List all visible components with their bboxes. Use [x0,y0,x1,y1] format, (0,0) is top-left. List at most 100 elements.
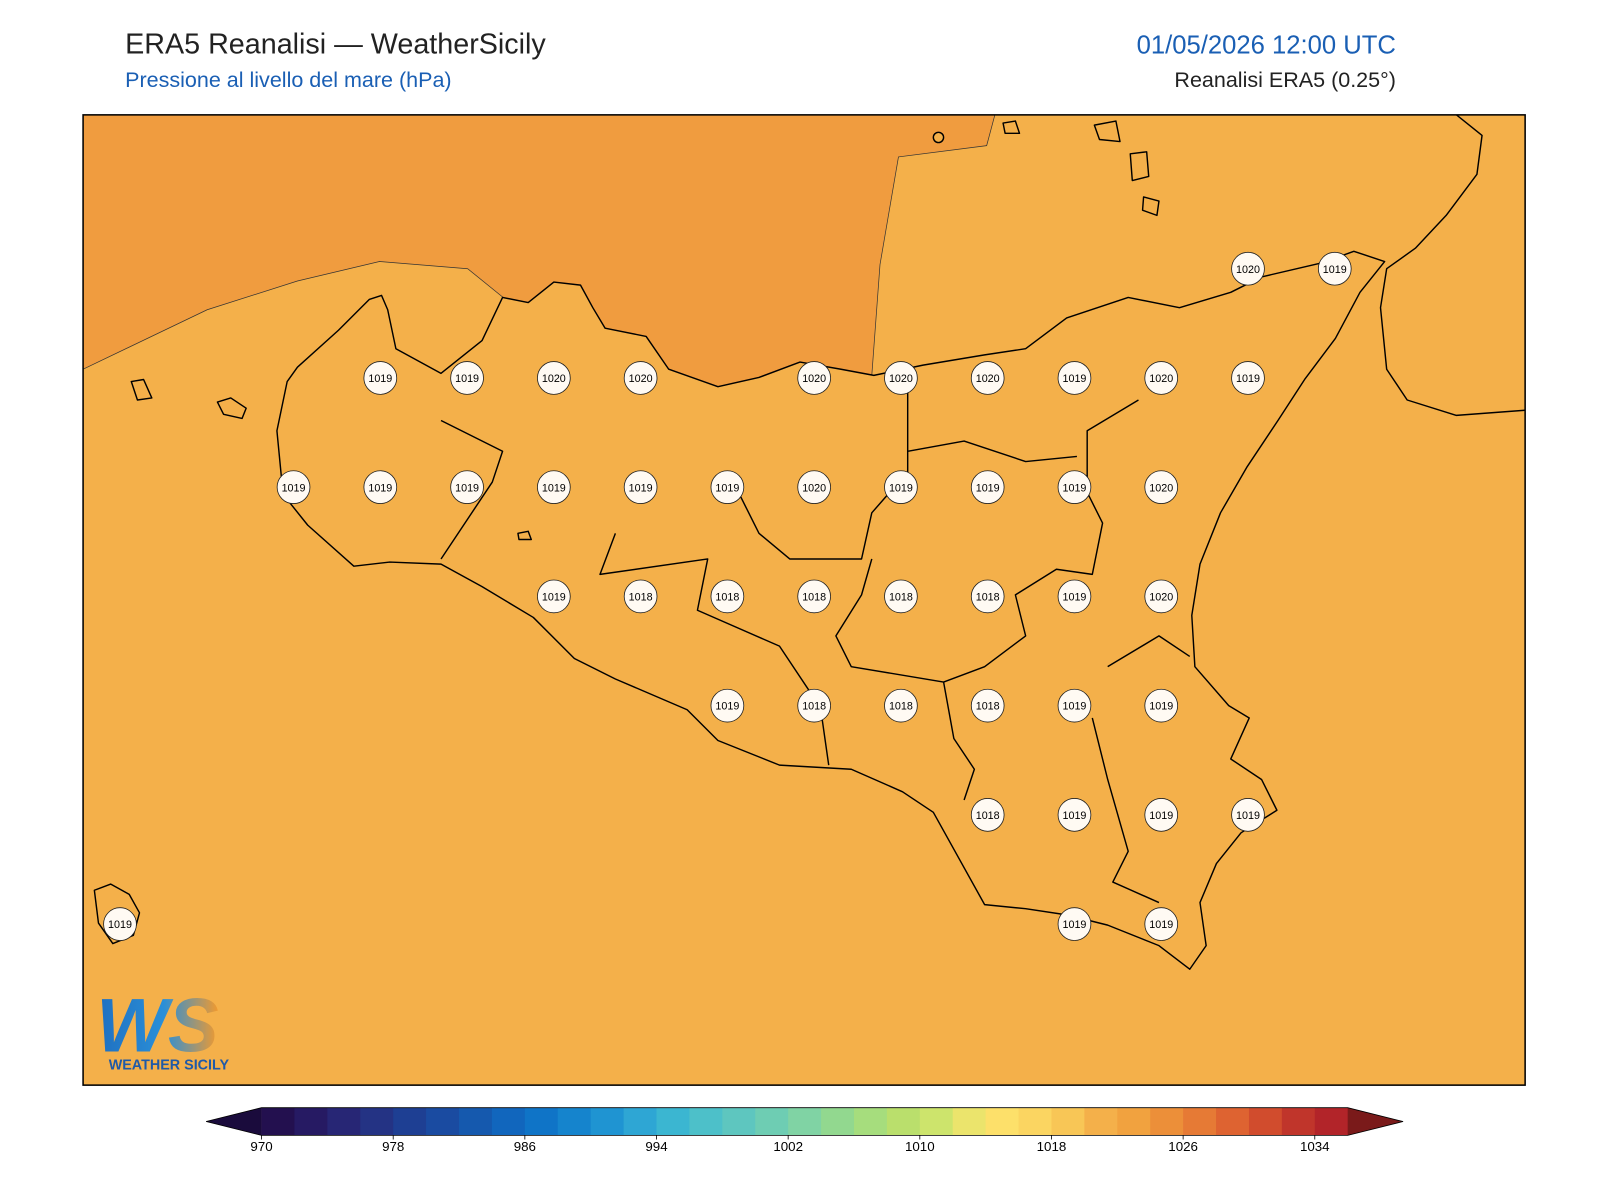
colorbar-bin [393,1107,427,1136]
station-value: 1019 [542,592,566,604]
station-value: 1018 [715,592,739,604]
logo: WS WEATHER SICILY [96,983,229,1073]
colorbar-bin [1051,1107,1085,1136]
station-value: 1019 [282,482,306,494]
station-value: 1019 [1063,592,1087,604]
colorbar-tick-label: 970 [250,1139,272,1154]
colorbar-bin [524,1107,559,1136]
station-value: 1019 [976,482,1000,494]
map-frame [82,114,1526,1086]
logo-mark: WS [96,983,218,1068]
stations: 1020 1019 1019 1019 1020 1020 1020 1020 1020 1019… [103,251,1352,941]
station-value: 1019 [715,701,739,713]
colorbar-tick-label: 978 [382,1139,404,1154]
station-marker [1144,688,1179,723]
station-marker [450,361,484,395]
colorbar-bin [360,1107,394,1136]
colorbar-bin [459,1107,493,1136]
station-marker [1231,251,1265,286]
colorbar-bin [656,1107,691,1136]
station-marker [623,470,658,504]
station-value: 1020 [542,373,566,385]
station-value: 1019 [1063,373,1087,385]
station-marker [1144,798,1179,832]
station-marker [1057,798,1092,832]
colorbar-bin [327,1107,361,1136]
station-value: 1018 [889,701,913,713]
colorbar-bin [985,1107,1020,1136]
colorbar-under [206,1107,262,1136]
colorbar-bin [755,1107,789,1136]
station-value: 1019 [1323,264,1347,276]
station-value: 1020 [976,373,1000,385]
colorbar-bin [1117,1107,1151,1136]
station-marker [1144,579,1179,614]
station-marker [797,688,831,723]
colorbar-tick-label: 1002 [773,1139,803,1154]
station-value: 1020 [889,373,913,385]
station-value: 1019 [1063,701,1087,713]
station-marker [537,361,571,395]
colorbar-bin [294,1107,328,1136]
station-marker [884,579,918,614]
colorbar-bin [853,1107,888,1136]
station-marker [623,579,658,614]
station-marker [1144,907,1179,941]
station-value: 1020 [802,482,826,494]
station-marker [537,470,571,504]
station-value: 1019 [715,482,739,494]
sicily-coast [276,250,1386,970]
station-value: 1019 [108,919,132,931]
colorbar: 970 978 986 994 1002 1010 1018 1026 1034 [206,1107,1404,1154]
station-value: 1018 [802,592,826,604]
station-value: 1018 [889,592,913,604]
colorbar-bin [623,1107,658,1136]
colorbar-bin [261,1107,296,1136]
station-marker [970,579,1005,614]
station-value: 1018 [802,701,826,713]
colorbar-bin [1216,1107,1250,1136]
station-marker [1231,361,1265,395]
station-marker [537,579,571,614]
station-marker [1057,361,1092,395]
station-value: 1019 [1149,701,1173,713]
colorbar-tick-label: 1034 [1300,1139,1330,1154]
colorbar-bin [426,1107,460,1136]
station-value: 1019 [1236,373,1260,385]
station-value: 1019 [368,482,392,494]
station-value: 1019 [455,373,479,385]
map [83,114,1526,1086]
colorbar-bin [788,1107,822,1136]
title: ERA5 Reanalisi — WeatherSicily [125,28,546,60]
station-value: 1018 [976,701,1000,713]
station-marker [884,470,918,504]
datetime: 01/05/2026 12:00 UTC [1137,31,1396,59]
station-marker [1144,361,1179,395]
colorbar-bin [919,1107,954,1136]
station-marker [710,470,745,504]
station-marker [797,470,831,504]
station-marker [1317,251,1352,286]
station-marker [1057,688,1092,723]
station-marker [970,470,1005,504]
colorbar-over [1347,1107,1404,1136]
station-value: 1019 [542,482,566,494]
colorbar-tick-label: 986 [514,1139,536,1154]
station-marker [276,470,311,504]
colorbar-bin [821,1107,855,1136]
colorbar-tick-label: 1018 [1037,1139,1067,1154]
station-value: 1019 [1063,482,1087,494]
colorbar-tick-label: 1026 [1168,1139,1198,1154]
station-marker [710,579,745,614]
colorbar-bin [1281,1107,1316,1136]
station-marker [1057,470,1092,504]
station-marker [363,470,398,504]
station-marker [884,361,918,395]
station-value: 1019 [455,482,479,494]
station-value: 1020 [1236,264,1260,276]
station-marker [884,688,918,723]
station-value: 1018 [976,810,1000,822]
station-marker [710,688,745,723]
provinces [440,389,1191,904]
station-marker [970,361,1005,395]
